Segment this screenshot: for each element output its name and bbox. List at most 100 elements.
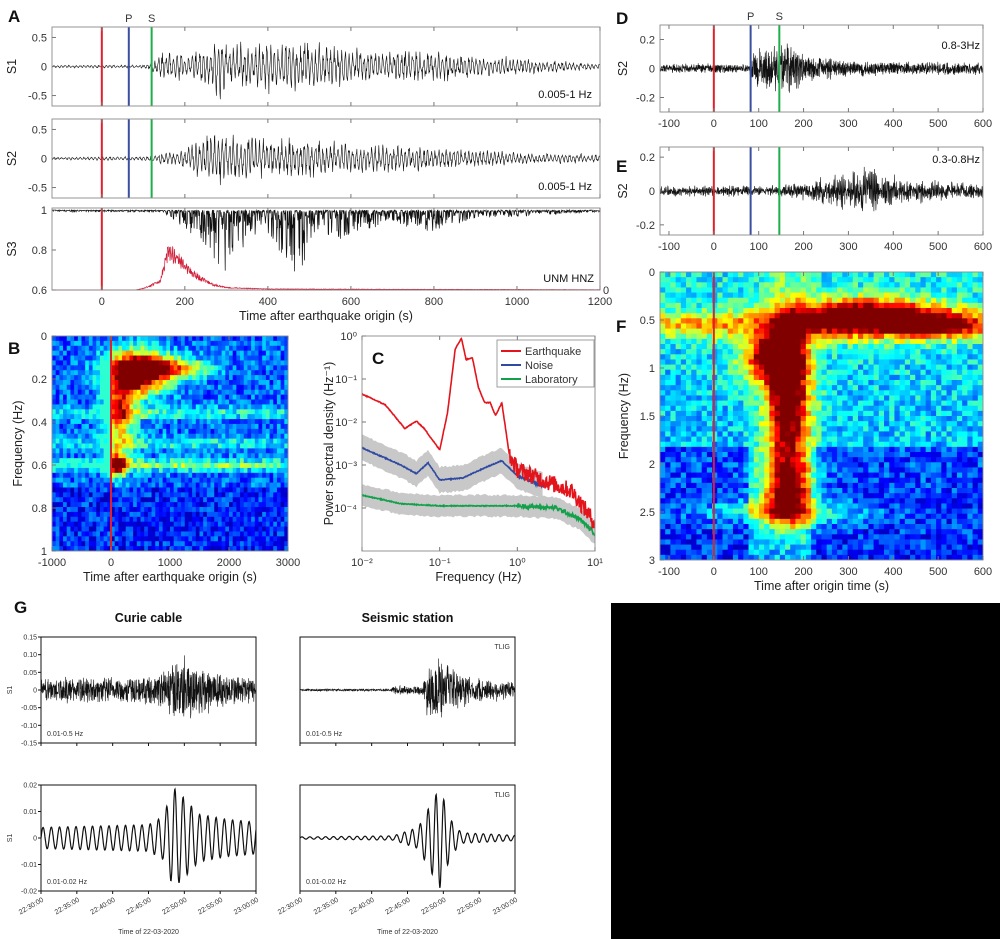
spectrogram-cell [660, 308, 666, 314]
spectrogram-cell [701, 472, 708, 479]
spectrogram-cell [247, 433, 252, 440]
spectrogram-cell [795, 380, 802, 386]
spectrogram-cell [229, 365, 234, 371]
spectrogram-cell [774, 282, 781, 289]
spectrogram-cell [743, 359, 750, 366]
spectrogram-cell [251, 507, 256, 513]
spectrogram-cell [722, 529, 729, 535]
spectrogram-cell [670, 518, 677, 525]
spectrogram-cell [210, 370, 215, 376]
spectrogram-cell [55, 448, 60, 454]
spectrogram-cell [748, 395, 755, 402]
spectrogram-cell [785, 416, 791, 422]
spectrogram-cell [686, 539, 692, 546]
spectrogram-cell [785, 441, 791, 448]
spectrogram-cell [240, 526, 245, 533]
spectrogram-cell [140, 463, 145, 469]
spectrogram-cell [170, 541, 175, 547]
spectrogram-cell [280, 409, 285, 415]
spectrogram-cell [686, 554, 692, 560]
spectrogram-cell [140, 526, 145, 533]
spectrogram-cell [92, 423, 97, 430]
spectrogram-cell [170, 546, 175, 551]
spectrogram-cell [63, 384, 68, 391]
spectrogram-cell [77, 428, 83, 435]
spectrogram-cell [70, 526, 75, 533]
spectrogram-cell [816, 441, 823, 448]
spectrogram-cell [129, 350, 134, 357]
spectrogram-cell [147, 355, 153, 362]
spectrogram-cell [147, 472, 153, 479]
spectrogram-cell [738, 385, 744, 391]
spectrogram-cell [727, 524, 734, 530]
spectrogram-cell [88, 360, 94, 366]
spectrogram-cell [732, 508, 739, 515]
spectrogram-cell [675, 323, 682, 330]
spectrogram-cell [831, 524, 838, 530]
spectrogram-cell [269, 394, 274, 401]
spectrogram-cell [221, 414, 226, 420]
spectrogram-cell [727, 498, 734, 505]
spectrogram-cell [144, 394, 149, 401]
spectrogram-cell [691, 452, 698, 458]
spectrogram-cell [55, 419, 60, 425]
spectrogram-cell [727, 441, 734, 448]
spectrogram-cell [247, 384, 252, 391]
spectrogram-cell [675, 452, 682, 458]
spectrogram-cell [151, 477, 156, 484]
spectrogram-cell [225, 482, 230, 489]
spectrogram-cell [114, 502, 119, 508]
spectrogram-cell [826, 380, 833, 386]
spectrogram-cell [122, 487, 127, 493]
spectrogram-cell [269, 477, 274, 484]
spectrogram-cell [722, 421, 729, 427]
spectrogram-cell [103, 389, 108, 396]
spectrogram-cell [63, 370, 68, 376]
spectrogram-cell [265, 428, 271, 435]
spectrogram-cell [790, 416, 797, 422]
spectrogram-cell [701, 359, 708, 366]
spectrogram-cell [764, 534, 770, 541]
spectrogram-cell [129, 511, 134, 518]
spectrogram-cell [826, 297, 833, 304]
spectrogram-cell [743, 380, 750, 386]
spectrogram-cell [696, 313, 703, 319]
spectrogram-cell [696, 297, 703, 304]
spectrogram-cell [691, 498, 698, 505]
spectrogram-cell [790, 323, 797, 330]
spectrogram-cell [680, 421, 687, 427]
spectrogram-cell [243, 404, 249, 410]
spectrogram-cell [753, 390, 760, 397]
spectrogram-cell [738, 410, 744, 417]
spectrogram-cell [232, 502, 237, 508]
spectrogram-cell [181, 428, 186, 435]
spectrogram-cell [66, 546, 72, 551]
spectrogram-cell [675, 477, 682, 484]
spectrogram-cell [99, 428, 105, 435]
spectrogram-cell [686, 318, 692, 325]
spectrogram-cell [173, 546, 178, 551]
spectrogram-cell [837, 287, 843, 294]
spectrogram-cell [203, 458, 208, 464]
spectrogram-cell [170, 526, 175, 533]
spectrogram-cell [181, 443, 186, 449]
spectrogram-cell [111, 467, 116, 474]
spectrogram-cell [225, 531, 230, 537]
spectrogram-cell [214, 389, 219, 396]
spectrogram-cell [686, 529, 692, 535]
spectrogram-cell [85, 541, 90, 547]
spectrogram-cell [240, 365, 245, 371]
spectrogram-cell [188, 409, 193, 415]
spectrogram-cell [785, 349, 791, 355]
spectrogram-cell [136, 428, 142, 435]
spectrogram-cell [184, 448, 190, 454]
spectrogram-cell [88, 526, 94, 533]
spectrogram-cell [691, 359, 698, 366]
spectrogram-cell [706, 529, 713, 535]
spectrogram-cell [122, 511, 127, 518]
spectrogram-cell [107, 336, 112, 342]
spectrogram-cell [805, 503, 812, 510]
spectrogram-cell [774, 462, 781, 469]
spectrogram-cell [276, 487, 282, 493]
spectrogram-cell [769, 452, 776, 458]
